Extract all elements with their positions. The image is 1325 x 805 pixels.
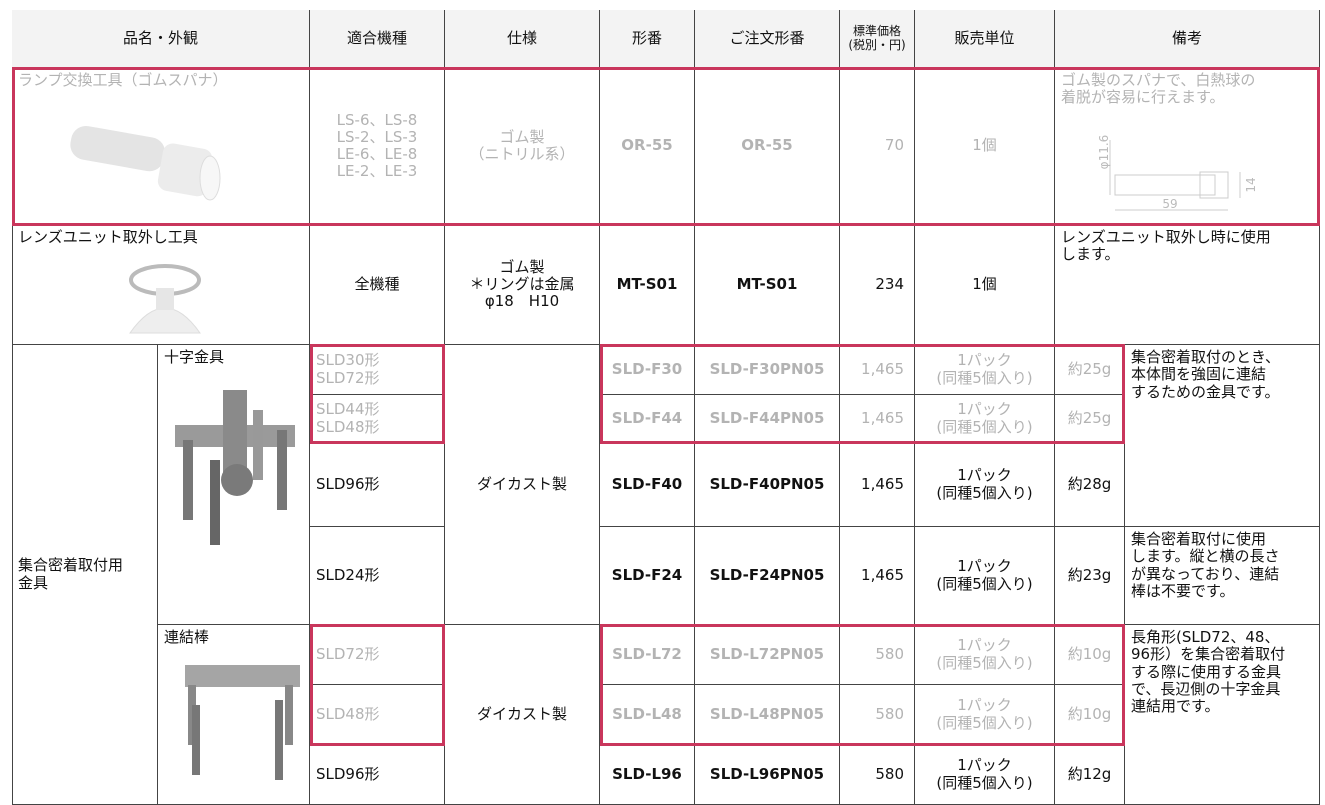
unit-cell: 1パック (同種5個入り) [915,625,1055,685]
order-cell: SLD-F30PN05 [695,345,840,395]
price-cell: 580 [840,625,915,685]
weight-cell: 約28g [1055,443,1125,527]
lens-tool-image [129,264,201,334]
price-cell: 70 [840,68,915,225]
header-cell: 標準価格 (税別・円) [840,10,915,68]
models-cell: SLD24形 [310,527,445,625]
unit-cell: 1パック (同種5個入り) [915,443,1055,527]
note-cell: ゴム製のスパナで、白熱球の 着脱が容易に行えます。 [1055,68,1320,225]
spec-cell: ダイカスト製 [445,345,600,625]
type-cell: SLD-F44 [600,395,695,443]
weight-cell: 約23g [1055,527,1125,625]
header-cell: 備考 [1055,10,1320,68]
type-cell: SLD-F40 [600,443,695,527]
order-cell: SLD-L96PN05 [695,745,840,805]
weight-cell: 約10g [1055,685,1125,745]
unit-cell: 1パック (同種5個入り) [915,685,1055,745]
note-cell: 長角形(SLD72、48、 96形）を集合密着取付 する際に使用する金具 で、長… [1125,625,1320,805]
header-cell: 品名・外観 [12,10,310,68]
models-cell: SLD30形 SLD72形 [310,345,445,395]
price-cell: 1,465 [840,395,915,443]
cross-bracket-image [175,390,295,545]
dim-length: 59 [1162,197,1177,211]
price-cell: 1,465 [840,527,915,625]
order-cell: SLD-L48PN05 [695,685,840,745]
header-cell: 適合機種 [310,10,445,68]
price-cell: 1,465 [840,443,915,527]
group-name: 集合密着取付用 金具 [12,345,158,805]
order-cell: SLD-F40PN05 [695,443,840,527]
weight-cell: 約25g [1055,345,1125,395]
dimension-drawing: φ11.6 14 59 [1097,135,1258,211]
type-cell: OR-55 [600,68,695,225]
price-cell: 1,465 [840,345,915,395]
spec-cell: ゴム製 ＊リングは金属 φ18 H10 [445,225,600,345]
type-cell: SLD-L48 [600,685,695,745]
weight-cell: 約12g [1055,745,1125,805]
unit-cell: 1パック (同種5個入り) [915,745,1055,805]
models-cell: SLD44形 SLD48形 [310,395,445,443]
price-cell: 580 [840,745,915,805]
name-cell: レンズユニット取外し工具 [12,225,310,345]
models-cell: SLD96形 [310,745,445,805]
order-cell: MT-S01 [695,225,840,345]
weight-cell: 約25g [1055,395,1125,443]
unit-cell: 1パック (同種5個入り) [915,345,1055,395]
header-cell: ご注文形番 [695,10,840,68]
type-cell: MT-S01 [600,225,695,345]
note-cell: 集合密着取付に使用 します。縦と横の長さ が異なっており、連結 棒は不要です。 [1125,527,1320,625]
dim-height: 14 [1244,177,1258,192]
spec-cell: ダイカスト製 [445,625,600,805]
note-cell: レンズユニット取外し時に使用 します。 [1055,225,1320,345]
type-cell: SLD-L72 [600,625,695,685]
order-cell: SLD-F44PN05 [695,395,840,443]
header-cell: 形番 [600,10,695,68]
type-cell: SLD-F30 [600,345,695,395]
unit-cell: 1個 [915,225,1055,345]
weight-cell: 約10g [1055,625,1125,685]
type-cell: SLD-F24 [600,527,695,625]
note-cell: 集合密着取付のとき、 本体間を強固に連結 するための金具です。 [1125,345,1320,527]
order-cell: SLD-L72PN05 [695,625,840,685]
models-cell: SLD72形 [310,625,445,685]
unit-cell: 1個 [915,68,1055,225]
models-cell: SLD96形 [310,443,445,527]
unit-cell: 1パック (同種5個入り) [915,527,1055,625]
connecting-bar-image [185,665,300,780]
header-cell: 販売単位 [915,10,1055,68]
models-cell: LS-6、LS-8 LS-2、LS-3 LE-6、LE-8 LE-2、LE-3 [310,68,445,225]
dim-diameter: φ11.6 [1097,135,1111,170]
rubber-spanner-image [70,125,221,201]
order-cell: OR-55 [695,68,840,225]
price-cell: 234 [840,225,915,345]
type-cell: SLD-L96 [600,745,695,805]
subgroup-name: 十字金具 [158,345,310,625]
order-cell: SLD-F24PN05 [695,527,840,625]
unit-cell: 1パック (同種5個入り) [915,395,1055,443]
models-cell: SLD48形 [310,685,445,745]
spec-cell: ゴム製 （ニトリル系） [445,68,600,225]
models-cell: 全機種 [310,225,445,345]
header-cell: 仕様 [445,10,600,68]
price-cell: 580 [840,685,915,745]
